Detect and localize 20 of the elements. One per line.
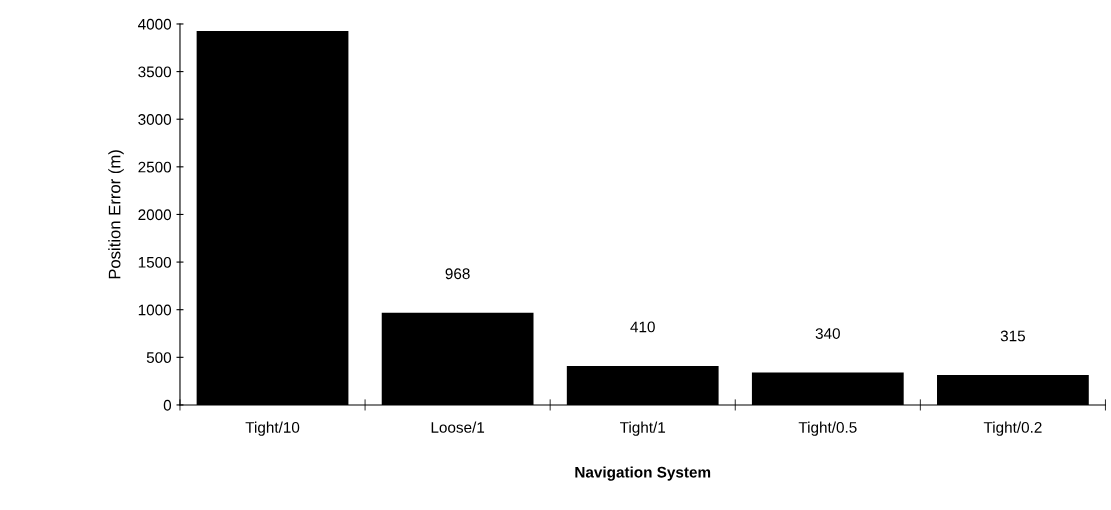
y-tick-label: 1000 bbox=[138, 304, 172, 316]
y-tick-label: 3000 bbox=[138, 114, 172, 125]
x-tick-label: Loose/1 bbox=[431, 421, 485, 433]
y-tick-label: 2000 bbox=[138, 209, 172, 221]
y-tick-label: 1500 bbox=[138, 256, 172, 268]
y-tick-label: 4000 bbox=[138, 18, 172, 30]
data-label: 968 bbox=[445, 268, 470, 280]
y-tick-label: 2500 bbox=[138, 161, 172, 173]
data-label: 340 bbox=[815, 328, 840, 339]
y-tick-label: 3500 bbox=[138, 66, 172, 78]
y-tick-label: 0 bbox=[163, 399, 172, 411]
data-label: 315 bbox=[1000, 330, 1025, 342]
y-axis-title: Position Error (m) bbox=[108, 150, 124, 279]
x-axis-title: Navigation System bbox=[575, 466, 711, 481]
data-label: 410 bbox=[630, 321, 655, 333]
x-tick-label: Tight/0.5 bbox=[798, 421, 857, 436]
y-tick-label: 500 bbox=[146, 352, 172, 363]
x-tick-label: Tight/1 bbox=[619, 421, 666, 436]
x-tick-label: Tight/10 bbox=[245, 421, 300, 436]
x-tick-label: Tight/0.2 bbox=[983, 421, 1042, 436]
